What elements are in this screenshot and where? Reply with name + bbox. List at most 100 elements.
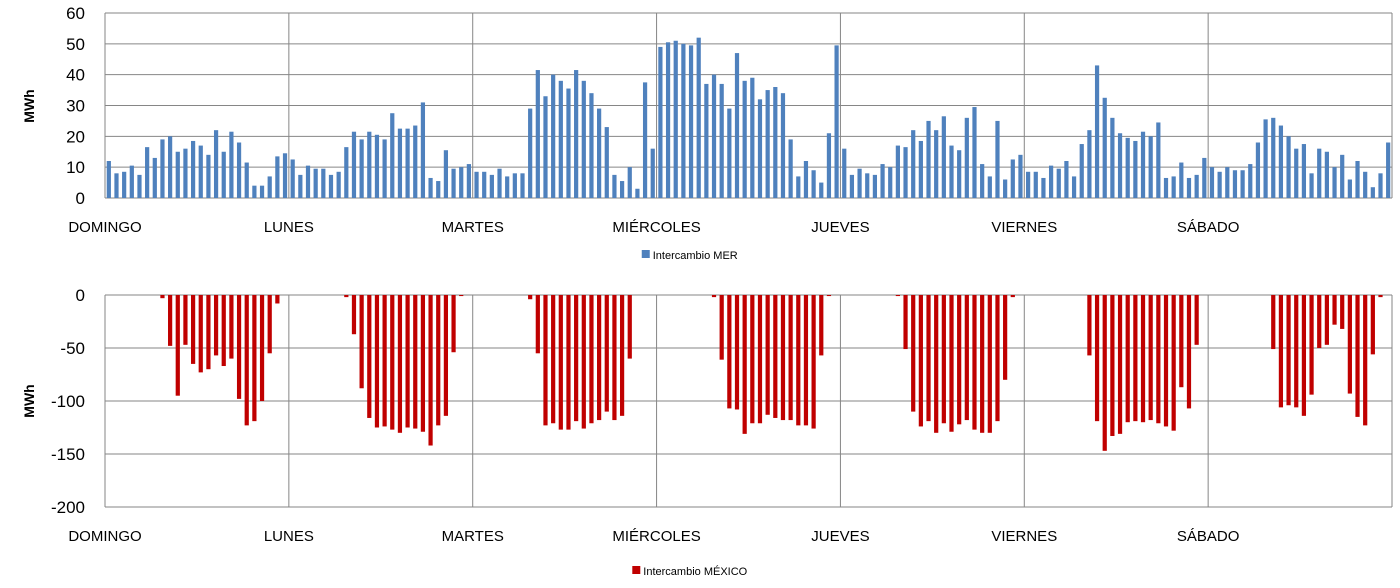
bar	[1094, 295, 1100, 422]
bar	[259, 185, 265, 198]
bar	[1156, 122, 1161, 198]
bar	[1133, 295, 1138, 422]
bar	[957, 295, 962, 425]
bar	[1301, 295, 1307, 416]
bar	[267, 176, 272, 198]
bar	[1340, 154, 1345, 198]
bar	[574, 295, 579, 422]
bar	[1309, 295, 1314, 395]
bar	[918, 295, 923, 427]
bar	[811, 295, 816, 429]
bar	[612, 295, 617, 421]
bar	[673, 40, 678, 198]
bar	[972, 295, 977, 430]
bar	[1026, 171, 1031, 198]
bar	[229, 131, 234, 198]
bar	[175, 295, 180, 396]
bar	[359, 139, 364, 198]
bar	[413, 295, 418, 429]
x-day-label: DOMINGO	[68, 219, 141, 236]
chart-1: 0 10 20 30 40 50 60 DOMINGO LUNES MARTES MIÉRCOLES…	[21, 4, 1393, 262]
bar	[1347, 179, 1352, 198]
bar	[252, 295, 257, 422]
bar	[1179, 162, 1184, 198]
bar	[183, 148, 188, 198]
bar	[482, 171, 487, 198]
bar	[727, 295, 732, 409]
bar	[221, 151, 226, 198]
bar	[597, 108, 602, 198]
bar	[1363, 295, 1368, 426]
bar	[742, 295, 747, 434]
x-day-label: JUEVES	[811, 219, 869, 236]
bar	[497, 168, 502, 198]
bar	[1332, 167, 1337, 198]
bar	[1355, 295, 1360, 417]
x-day-label: SÁBADO	[1177, 219, 1240, 236]
bar	[1248, 164, 1253, 198]
bar	[443, 150, 449, 198]
bar	[1370, 187, 1375, 198]
bar	[995, 120, 1000, 198]
bar	[1133, 140, 1138, 198]
bar	[405, 128, 410, 199]
bar	[244, 162, 249, 198]
bar	[305, 165, 311, 199]
bar	[290, 159, 295, 198]
x-day-label: MIÉRCOLES	[612, 219, 700, 236]
bar	[543, 295, 548, 426]
bar	[658, 46, 663, 198]
bar	[987, 176, 992, 198]
bar	[757, 99, 763, 198]
bar	[711, 74, 717, 198]
bar	[842, 148, 847, 198]
bar	[1003, 295, 1008, 380]
bar	[244, 295, 249, 426]
x-day-label: MARTES	[442, 528, 504, 545]
bar	[888, 167, 893, 198]
bar	[543, 96, 548, 198]
bar	[918, 140, 923, 198]
bar	[428, 177, 433, 198]
bar	[451, 168, 456, 198]
bar	[949, 145, 954, 198]
bar	[198, 295, 203, 373]
bar	[1171, 176, 1176, 198]
bar	[696, 37, 701, 198]
bar	[895, 295, 900, 297]
bar	[574, 70, 579, 198]
y-axis-label: MWh	[21, 384, 37, 417]
bar	[719, 83, 724, 198]
bar	[229, 295, 234, 359]
bar	[765, 90, 770, 198]
bar	[941, 295, 946, 424]
bar	[589, 93, 594, 198]
bar	[1003, 179, 1008, 198]
bar	[1010, 159, 1015, 198]
bar	[911, 295, 916, 412]
bar	[1324, 151, 1329, 198]
bar	[688, 45, 694, 199]
bar	[1263, 119, 1268, 198]
bar	[566, 88, 571, 198]
bar	[390, 113, 395, 198]
bar	[903, 147, 908, 199]
bar	[1156, 295, 1161, 424]
bar	[351, 131, 357, 198]
bar	[405, 295, 410, 428]
bar	[1317, 295, 1322, 348]
bar	[535, 70, 540, 198]
bar	[1225, 167, 1230, 198]
bar	[106, 161, 111, 198]
bar	[987, 295, 992, 433]
bar	[788, 139, 793, 198]
bar	[627, 295, 632, 359]
bar	[1094, 65, 1100, 198]
bar	[459, 167, 464, 198]
legend: Intercambio MER	[641, 250, 738, 262]
bar	[160, 139, 165, 198]
bar	[1056, 168, 1061, 198]
bar	[1125, 295, 1130, 423]
bar	[535, 295, 540, 354]
legend-label: Intercambio MER	[653, 250, 738, 262]
